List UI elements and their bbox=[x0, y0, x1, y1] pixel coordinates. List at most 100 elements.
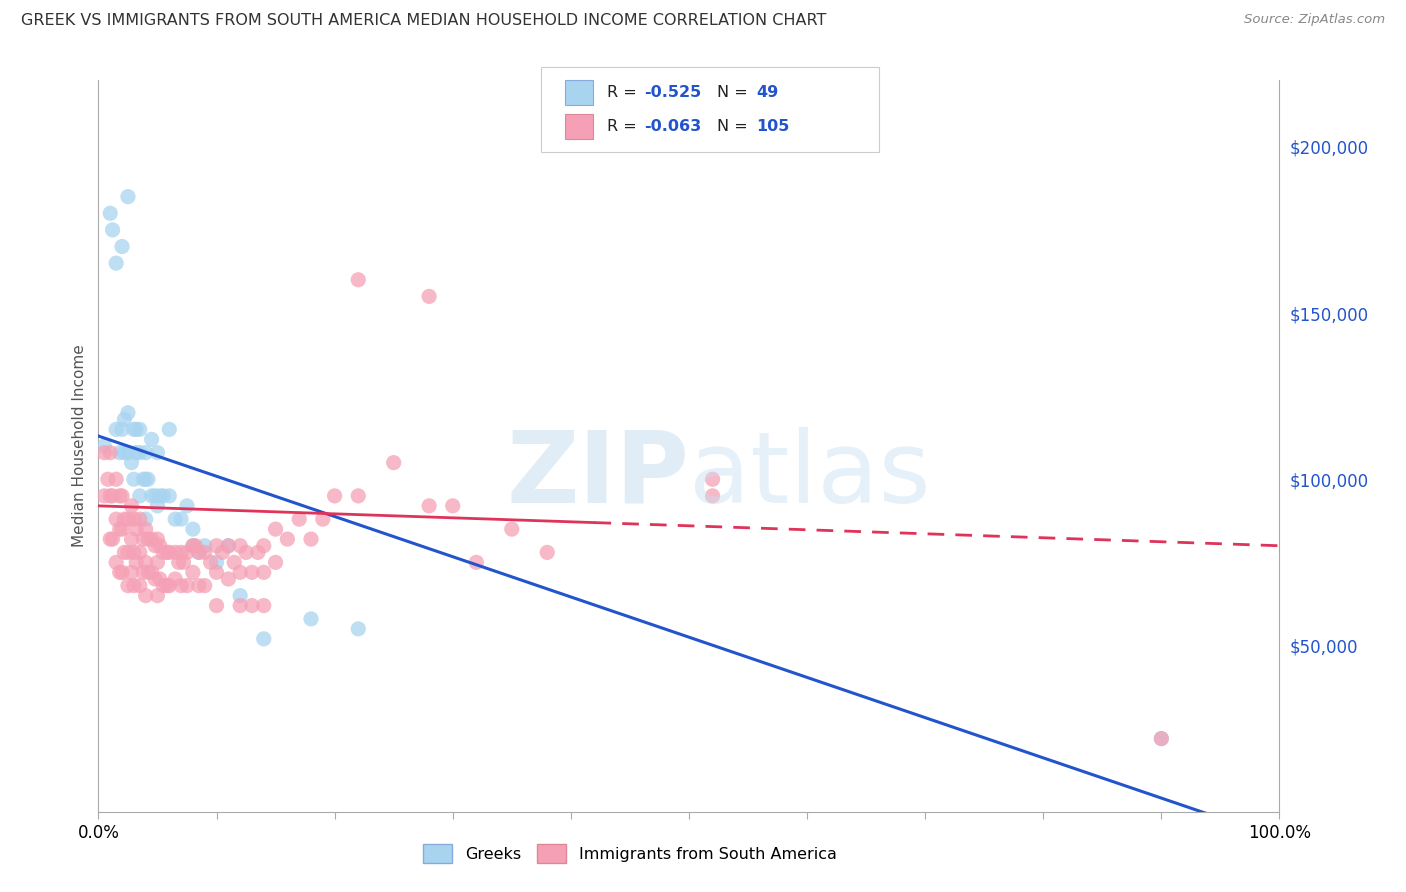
Point bbox=[264, 522, 287, 536]
Point bbox=[184, 539, 207, 553]
Point bbox=[181, 539, 204, 553]
Point bbox=[141, 433, 163, 447]
Point bbox=[157, 422, 180, 436]
Point bbox=[128, 422, 150, 436]
Point bbox=[418, 499, 440, 513]
Point bbox=[170, 579, 193, 593]
Point bbox=[181, 566, 204, 580]
Point bbox=[253, 566, 276, 580]
Point bbox=[152, 489, 174, 503]
Point bbox=[149, 572, 172, 586]
Point bbox=[125, 445, 148, 459]
Point bbox=[111, 566, 134, 580]
Point bbox=[98, 532, 121, 546]
Text: Source: ZipAtlas.com: Source: ZipAtlas.com bbox=[1244, 13, 1385, 27]
Point bbox=[128, 579, 150, 593]
Point bbox=[132, 532, 155, 546]
Point bbox=[141, 489, 163, 503]
Point bbox=[312, 512, 335, 526]
Point bbox=[194, 539, 217, 553]
Point bbox=[108, 445, 131, 459]
Point bbox=[194, 545, 217, 559]
Point bbox=[135, 472, 157, 486]
Point bbox=[93, 439, 115, 453]
Point bbox=[253, 539, 276, 553]
Text: R =: R = bbox=[607, 120, 643, 134]
Point bbox=[157, 579, 180, 593]
Point bbox=[264, 555, 287, 569]
Point bbox=[246, 545, 269, 559]
Point bbox=[122, 422, 145, 436]
Text: N =: N = bbox=[717, 86, 754, 100]
Text: 105: 105 bbox=[756, 120, 790, 134]
Text: -0.063: -0.063 bbox=[644, 120, 702, 134]
Point bbox=[146, 445, 169, 459]
Point bbox=[1150, 731, 1173, 746]
Point bbox=[111, 522, 134, 536]
Text: N =: N = bbox=[717, 120, 754, 134]
Point bbox=[465, 555, 488, 569]
Point bbox=[136, 532, 159, 546]
Point bbox=[135, 522, 157, 536]
Point bbox=[194, 579, 217, 593]
Point bbox=[128, 545, 150, 559]
Point bbox=[141, 532, 163, 546]
Point bbox=[181, 539, 204, 553]
Point bbox=[143, 489, 166, 503]
Point bbox=[146, 589, 169, 603]
Point bbox=[135, 512, 157, 526]
Point bbox=[224, 555, 246, 569]
Point bbox=[111, 489, 134, 503]
Point bbox=[217, 539, 239, 553]
Point bbox=[121, 499, 143, 513]
Point bbox=[117, 545, 139, 559]
Point bbox=[211, 545, 233, 559]
Point bbox=[128, 489, 150, 503]
Point bbox=[187, 545, 209, 559]
Point bbox=[122, 472, 145, 486]
Point bbox=[143, 539, 166, 553]
Point bbox=[112, 545, 135, 559]
Point bbox=[217, 572, 239, 586]
Point bbox=[181, 522, 204, 536]
Point bbox=[101, 532, 124, 546]
Point bbox=[205, 555, 228, 569]
Point bbox=[288, 512, 311, 526]
Point bbox=[501, 522, 523, 536]
Point bbox=[93, 489, 115, 503]
Point bbox=[98, 489, 121, 503]
Point bbox=[117, 189, 139, 203]
Point bbox=[165, 545, 187, 559]
Point bbox=[253, 599, 276, 613]
Point bbox=[135, 555, 157, 569]
Text: -0.525: -0.525 bbox=[644, 86, 702, 100]
Point bbox=[229, 539, 252, 553]
Point bbox=[229, 599, 252, 613]
Point bbox=[165, 572, 187, 586]
Point bbox=[105, 512, 128, 526]
Point bbox=[105, 256, 128, 270]
Point bbox=[229, 589, 252, 603]
Point bbox=[136, 566, 159, 580]
Point bbox=[229, 566, 252, 580]
Point bbox=[112, 512, 135, 526]
Point bbox=[135, 589, 157, 603]
Point bbox=[146, 555, 169, 569]
Point bbox=[156, 579, 179, 593]
Point bbox=[176, 545, 198, 559]
Point bbox=[105, 555, 128, 569]
Point bbox=[253, 632, 276, 646]
Point bbox=[187, 545, 209, 559]
Point bbox=[170, 545, 193, 559]
Point bbox=[101, 223, 124, 237]
Point bbox=[121, 566, 143, 580]
Point bbox=[128, 512, 150, 526]
Point bbox=[141, 566, 163, 580]
Point bbox=[347, 622, 370, 636]
Point bbox=[149, 489, 172, 503]
Legend: Greeks, Immigrants from South America: Greeks, Immigrants from South America bbox=[418, 838, 842, 870]
Point bbox=[117, 512, 139, 526]
Point bbox=[143, 572, 166, 586]
Point bbox=[128, 445, 150, 459]
Point bbox=[149, 539, 172, 553]
